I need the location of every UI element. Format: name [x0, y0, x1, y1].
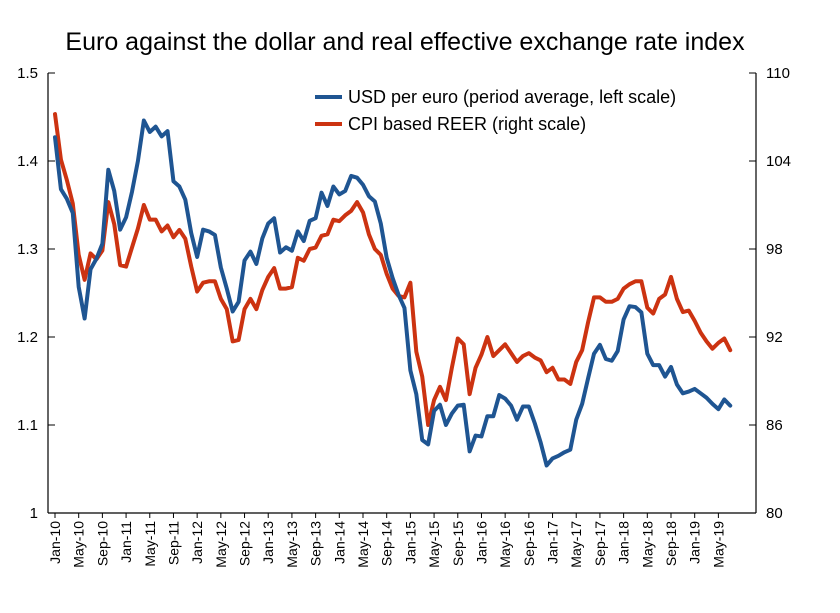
left-y-tick-label: 1.1	[17, 417, 38, 434]
right-y-ticks: 80 86 92 98 104 110	[749, 65, 791, 522]
x-tick-label: Sep-11	[165, 521, 181, 565]
x-tick-label: Jan-14	[331, 521, 347, 564]
x-tick-label: May-11	[142, 521, 158, 567]
right-y-tick-label: 92	[766, 329, 783, 346]
x-tick-label: May-18	[639, 521, 655, 568]
x-tick-label: May-16	[497, 521, 513, 568]
x-tick-label: Jan-11	[118, 521, 134, 563]
right-y-tick-label: 110	[766, 65, 790, 82]
x-tick-label: May-14	[355, 521, 371, 568]
left-y-tick-label: 1.5	[17, 65, 38, 82]
legend-label-reer: CPI based REER (right scale)	[348, 114, 586, 134]
x-ticks: Jan-10 May-10 Sep-10 Jan-11 May-11 Sep-11 Jan-…	[47, 513, 726, 568]
x-tick-label: Jan-13	[260, 521, 276, 564]
left-y-tick-label: 1	[30, 505, 38, 522]
right-y-tick-label: 86	[766, 417, 783, 434]
legend-entry-usd: USD per euro (period average, left scale…	[315, 87, 676, 107]
left-y-tick-label: 1.4	[17, 153, 38, 170]
axes	[47, 73, 757, 514]
x-tick-label: May-10	[71, 521, 87, 568]
right-y-tick-label: 104	[766, 153, 791, 170]
x-tick-label: Sep-15	[450, 521, 466, 566]
x-tick-label: Sep-12	[237, 521, 253, 566]
x-tick-label: May-15	[426, 521, 442, 568]
chart-title: Euro against the dollar and real effecti…	[65, 28, 745, 56]
series-layer	[53, 112, 733, 468]
x-tick-label: Sep-18	[663, 521, 679, 566]
left-y-tick-label: 1.2	[17, 329, 38, 346]
legend: USD per euro (period average, left scale…	[315, 87, 676, 134]
x-tick-label: Sep-14	[379, 521, 395, 566]
series-line-usd	[53, 118, 733, 468]
x-tick-label: Jan-17	[545, 521, 561, 564]
series-line-reer	[53, 112, 733, 427]
x-tick-label: Jan-19	[687, 521, 703, 564]
right-y-tick-label: 98	[766, 241, 783, 258]
legend-entry-reer: CPI based REER (right scale)	[315, 114, 586, 134]
x-tick-label: Jan-10	[47, 521, 63, 564]
x-tick-label: Jan-12	[189, 521, 205, 564]
right-y-tick-label: 80	[766, 505, 783, 522]
left-y-ticks: 1 1.1 1.2 1.3 1.4 1.5	[17, 65, 55, 522]
x-tick-label: May-13	[284, 521, 300, 568]
x-tick-label: Sep-10	[94, 521, 110, 566]
x-tick-label: May-19	[710, 521, 726, 568]
x-tick-label: Sep-17	[592, 521, 608, 566]
x-tick-label: Jan-16	[473, 521, 489, 564]
legend-label-usd: USD per euro (period average, left scale…	[348, 87, 676, 107]
left-y-tick-label: 1.3	[17, 241, 38, 258]
x-tick-label: Jan-15	[402, 521, 418, 564]
x-tick-label: Sep-13	[308, 521, 324, 566]
x-tick-label: May-12	[213, 521, 229, 568]
x-tick-label: Sep-16	[521, 521, 537, 566]
x-tick-label: May-17	[568, 521, 584, 568]
x-tick-label: Jan-18	[616, 521, 632, 564]
